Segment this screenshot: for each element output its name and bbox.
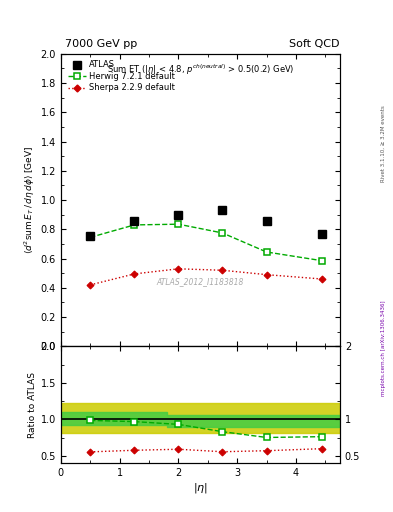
Legend: ATLAS, Herwig 7.2.1 default, Sherpa 2.2.9 default: ATLAS, Herwig 7.2.1 default, Sherpa 2.2.… — [65, 58, 178, 95]
X-axis label: $|\eta|$: $|\eta|$ — [193, 481, 208, 495]
Text: Rivet 3.1.10, ≥ 3.2M events: Rivet 3.1.10, ≥ 3.2M events — [381, 105, 386, 182]
Text: ATLAS_2012_I1183818: ATLAS_2012_I1183818 — [157, 278, 244, 287]
Text: Sum ET ($|\eta|$ < 4.8, $p^{ch(neutral)}$ > 0.5(0.2) GeV): Sum ET ($|\eta|$ < 4.8, $p^{ch(neutral)}… — [107, 62, 294, 77]
Text: 7000 GeV pp: 7000 GeV pp — [65, 38, 137, 49]
Text: Soft QCD: Soft QCD — [290, 38, 340, 49]
Y-axis label: Ratio to ATLAS: Ratio to ATLAS — [28, 372, 37, 438]
Text: mcplots.cern.ch [arXiv:1306.3436]: mcplots.cern.ch [arXiv:1306.3436] — [381, 301, 386, 396]
Y-axis label: $\langle d^2\mathrm{sum}\,E_T\,/\,d\eta\,d\phi \rangle$ [GeV]: $\langle d^2\mathrm{sum}\,E_T\,/\,d\eta\… — [22, 146, 37, 254]
